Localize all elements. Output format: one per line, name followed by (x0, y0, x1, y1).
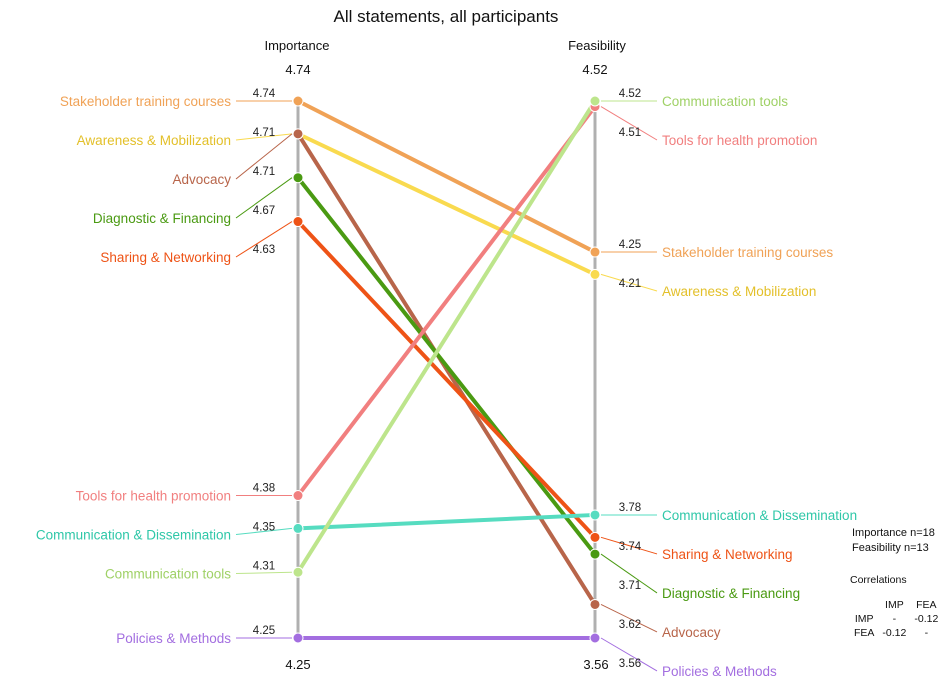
category-label-left-sharing-and-networking: Sharing & Networking (100, 250, 231, 265)
importance-point-communication-tools (292, 566, 304, 578)
feasibility-point-diagnostic-and-financing (589, 548, 601, 560)
leader-line-right-sharing-and-networking (600, 536, 658, 555)
importance-point-communication-and-dissemination (292, 522, 304, 534)
feasibility-point-sharing-and-networking (589, 531, 601, 543)
correlations-table: IMP FEA IMP - -0.12 FEA -0.12 - (850, 598, 942, 640)
leader-line-left-awareness-and-mobilization (235, 133, 293, 141)
importance-point-diagnostic-and-financing (292, 172, 304, 184)
category-label-right-communication-tools: Communication tools (662, 94, 788, 109)
series-line-stakeholder-training-courses (296, 99, 597, 255)
importance-axis-min: 4.25 (285, 657, 310, 672)
feasibility-value-label-stakeholder-training-courses: 4.25 (619, 239, 641, 251)
importance-value-label-stakeholder-training-courses: 4.74 (253, 88, 276, 100)
feasibility-axis-max: 4.52 (582, 62, 607, 77)
feasibility-value-label-policies-and-methods: 3.56 (619, 658, 641, 670)
correlations-cell: - (892, 613, 897, 625)
series-line-communication-tools (296, 99, 597, 575)
series-layer: Stakeholder training courses 4.74 Stakehol… (36, 88, 857, 679)
importance-value-label-diagnostic-and-financing: 4.67 (253, 205, 275, 217)
correlations-cell: -0.12 (882, 627, 907, 639)
category-label-right-awareness-and-mobilization: Awareness & Mobilization (662, 284, 816, 299)
feasibility-value-label-communication-and-dissemination: 3.78 (619, 502, 641, 514)
leader-line-right-diagnostic-and-financing (600, 553, 658, 594)
feasibility-point-awareness-and-mobilization (589, 268, 601, 280)
importance-point-sharing-and-networking (292, 216, 304, 228)
leader-line-left-communication-tools (235, 571, 293, 575)
feasibility-value-label-awareness-and-mobilization: 4.21 (619, 278, 641, 290)
correlations-row: IMP - -0.12 (850, 612, 942, 626)
category-label-right-communication-and-dissemination: Communication & Dissemination (662, 508, 857, 523)
series-line-tools-for-health-promotion (296, 104, 597, 498)
importance-value-label-awareness-and-mobilization: 4.71 (253, 127, 275, 139)
feasibility-point-advocacy (589, 598, 601, 610)
leader-line-right-policies-and-methods (600, 637, 658, 672)
series-line-diagnostic-and-financing (296, 175, 597, 557)
importance-value-label-sharing-and-networking: 4.63 (253, 244, 275, 256)
series-line-sharing-and-networking (296, 219, 597, 540)
leader-line-left-diagnostic-and-financing (235, 177, 293, 219)
correlations-header-cell: IMP (885, 599, 904, 611)
feasibility-point-stakeholder-training-courses (589, 246, 601, 258)
importance-n-label: Importance n=18 (852, 527, 935, 539)
importance-point-policies-and-methods (292, 632, 304, 644)
correlations-cell: - (924, 627, 929, 639)
leader-line-left-communication-and-dissemination (235, 527, 293, 536)
leader-line-left-advocacy (235, 133, 293, 180)
category-label-left-tools-for-health-promotion: Tools for health promotion (76, 489, 231, 504)
sample-size-note: Importance n=18 Feasibility n=13 (852, 526, 935, 556)
correlations-block: Correlations IMP FEA IMP - -0.12 FEA -0.… (850, 574, 942, 640)
leader-line-right-advocacy (600, 603, 658, 633)
leader-line-right-tools-for-health-promotion (600, 106, 658, 141)
leader-line-right-awareness-and-mobilization (600, 273, 658, 292)
series-line-awareness-and-mobilization (296, 131, 597, 277)
correlations-header-cell: FEA (916, 599, 937, 611)
feasibility-n-label: Feasibility n=13 (852, 542, 929, 554)
category-label-left-communication-tools: Communication tools (105, 567, 231, 582)
importance-point-stakeholder-training-courses (292, 95, 304, 107)
correlations-header-row: IMP FEA (850, 598, 942, 612)
correlations-cell: FEA (854, 627, 875, 639)
importance-value-label-policies-and-methods: 4.25 (253, 625, 275, 637)
importance-axis-title: Importance (264, 38, 329, 53)
correlations-cell: IMP (854, 613, 874, 625)
correlations-title: Correlations (850, 574, 907, 586)
importance-axis-max: 4.74 (285, 62, 310, 77)
chart-title: All statements, all participants (334, 7, 559, 26)
feasibility-axis-min: 3.56 (583, 657, 608, 672)
feasibility-axis-title: Feasibility (568, 38, 626, 53)
importance-point-advocacy (292, 128, 304, 140)
category-label-left-diagnostic-and-financing: Diagnostic & Financing (93, 211, 231, 226)
feasibility-value-label-communication-tools: 4.52 (619, 88, 641, 100)
correlations-header-cell (850, 598, 878, 612)
feasibility-value-label-advocacy: 3.62 (619, 619, 641, 631)
category-label-left-advocacy: Advocacy (172, 172, 231, 187)
category-label-right-policies-and-methods: Policies & Methods (662, 664, 777, 679)
importance-value-label-communication-tools: 4.31 (253, 561, 275, 573)
series-line-advocacy (296, 131, 597, 607)
category-label-right-tools-for-health-promotion: Tools for health promotion (662, 133, 817, 148)
feasibility-point-communication-tools (589, 95, 601, 107)
leader-line-left-sharing-and-networking (235, 221, 293, 258)
importance-value-label-tools-for-health-promotion: 4.38 (253, 483, 275, 495)
category-label-right-sharing-and-networking: Sharing & Networking (662, 547, 793, 562)
feasibility-value-label-tools-for-health-promotion: 4.51 (619, 127, 641, 139)
feasibility-value-label-diagnostic-and-financing: 3.71 (619, 580, 641, 592)
series-line-communication-and-dissemination (296, 512, 597, 531)
importance-value-label-advocacy: 4.71 (253, 166, 275, 178)
feasibility-value-label-sharing-and-networking: 3.74 (619, 541, 642, 553)
category-label-right-stakeholder-training-courses: Stakeholder training courses (662, 245, 833, 260)
category-label-right-advocacy: Advocacy (662, 625, 721, 640)
feasibility-point-communication-and-dissemination (589, 509, 601, 521)
category-label-left-policies-and-methods: Policies & Methods (116, 631, 231, 646)
category-label-left-communication-and-dissemination: Communication & Dissemination (36, 528, 231, 543)
feasibility-point-policies-and-methods (589, 632, 601, 644)
category-label-left-awareness-and-mobilization: Awareness & Mobilization (77, 133, 231, 148)
correlations-cell: -0.12 (914, 613, 939, 625)
category-label-left-stakeholder-training-courses: Stakeholder training courses (60, 94, 231, 109)
importance-value-label-communication-and-dissemination: 4.35 (253, 522, 275, 534)
correlations-row: FEA -0.12 - (850, 626, 942, 640)
category-label-right-diagnostic-and-financing: Diagnostic & Financing (662, 586, 800, 601)
importance-point-tools-for-health-promotion (292, 490, 304, 502)
